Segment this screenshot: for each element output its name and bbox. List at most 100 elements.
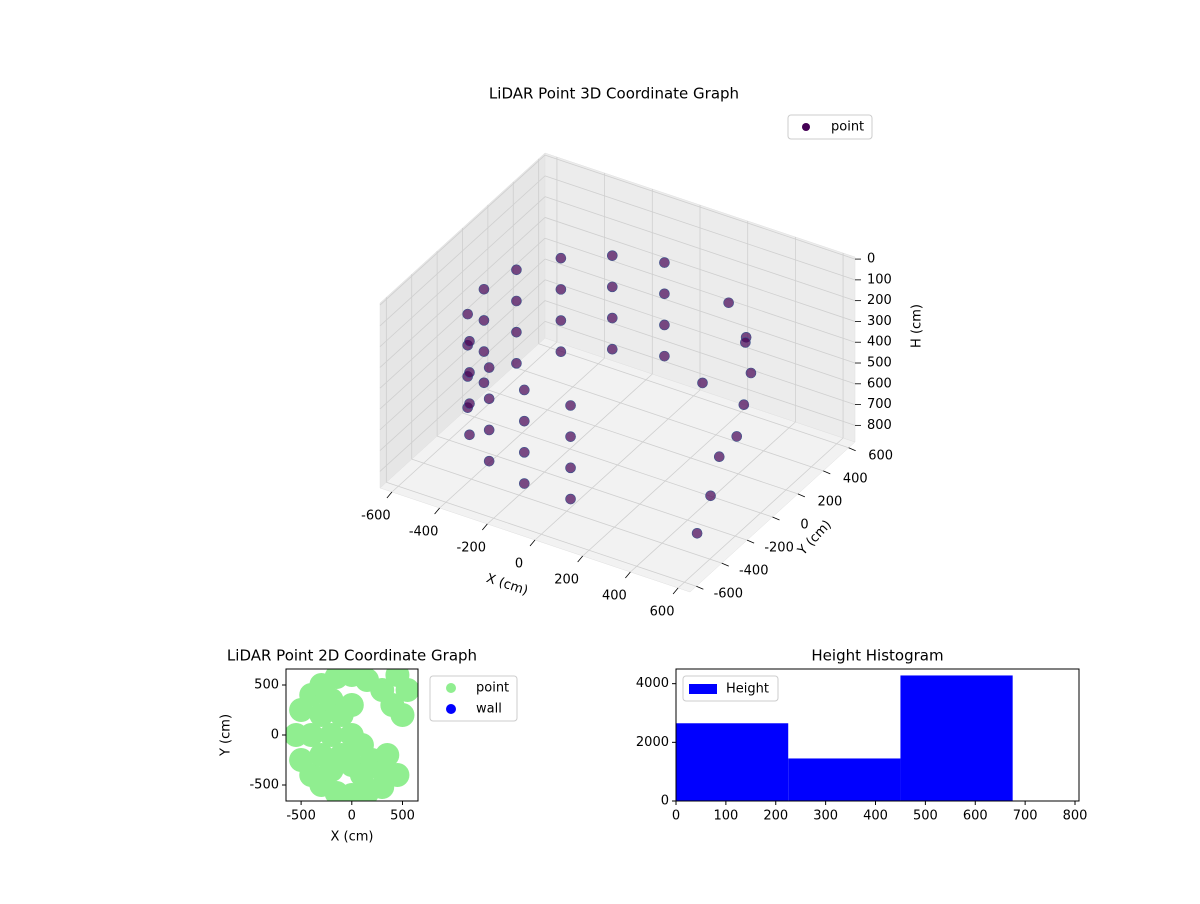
grid-line: [386, 481, 697, 587]
point: [478, 377, 490, 389]
y-axis-label: Y (cm): [219, 714, 234, 757]
point: [659, 350, 670, 362]
point: [565, 493, 576, 505]
grid-line: [544, 320, 856, 426]
y-tick: [823, 470, 831, 475]
y-tick-label: 500: [254, 678, 279, 693]
point: [464, 398, 475, 409]
x-tick-label: 0: [348, 809, 356, 824]
point: [462, 308, 474, 320]
y-tick: [848, 447, 856, 452]
point: [697, 377, 708, 389]
y-tick-label: -500: [249, 778, 279, 793]
plot-histogram: Height 0 100 200 300 400 500 600 700 800 0 2000 4000…: [636, 647, 1088, 824]
grid-line: [544, 217, 856, 322]
legend-patch: [689, 684, 717, 694]
grid-line: [379, 258, 546, 410]
point: [464, 367, 475, 378]
legend-label: point: [831, 120, 864, 135]
x-tick-label: 0: [672, 809, 680, 824]
grid-line: [544, 300, 856, 405]
grid-line: [544, 196, 856, 302]
legend-label: point: [476, 681, 509, 696]
point: [606, 281, 618, 293]
y-tick: [772, 516, 780, 521]
grid-line: [379, 175, 546, 327]
y-tick-label: 2000: [636, 735, 669, 750]
point: [565, 431, 576, 442]
point: [713, 451, 725, 463]
grid-line: [544, 175, 856, 281]
x-tick-label: 500: [913, 809, 938, 824]
point: [299, 723, 324, 747]
point: [464, 429, 475, 441]
z-tick-label: 100: [867, 272, 892, 287]
z-axis-label: H (cm): [910, 304, 925, 348]
legend-marker: [446, 683, 456, 693]
y-tick-label: 0: [271, 728, 279, 743]
grid-line: [379, 154, 546, 306]
point: [659, 257, 670, 268]
y-tick-label: 400: [843, 471, 868, 486]
chart-title: LiDAR Point 2D Coordinate Graph: [227, 647, 477, 665]
y-tick-label: -200: [764, 541, 794, 556]
point: [555, 315, 567, 326]
x-tick: [386, 491, 393, 499]
point: [555, 284, 567, 295]
grid-line: [538, 343, 849, 449]
point: [483, 424, 495, 436]
legend-box: [787, 114, 873, 140]
point: [478, 346, 490, 357]
grid-line: [436, 435, 748, 541]
x-tick-label: 600: [963, 809, 988, 824]
point: [483, 455, 495, 467]
y-tick: [721, 562, 729, 567]
z-tick-label: 200: [867, 293, 892, 308]
x-tick-label: -400: [409, 525, 439, 540]
chart-title: Height Histogram: [811, 647, 943, 665]
x-tick-label: 200: [554, 573, 579, 588]
plot-3d: -600-400-2000200400600-600-400-200020040…: [361, 85, 924, 620]
point: [390, 703, 415, 727]
point: [565, 400, 576, 411]
z-tick-label: 500: [867, 356, 892, 371]
x-tick-label: -600: [361, 509, 391, 524]
point: [519, 384, 530, 396]
plot-2d: -500 0 500 -500 0 500 LiDAR Point 2D Coordinat…: [219, 647, 518, 845]
grid-line: [379, 196, 546, 347]
point: [740, 337, 751, 348]
x-tick-label: 800: [1063, 809, 1088, 824]
x-tick-label: 500: [390, 809, 415, 824]
grid-line: [544, 237, 856, 343]
y-tick: [797, 493, 806, 498]
point: [519, 415, 530, 427]
x-tick-label: 0: [515, 557, 523, 572]
grid-line: [544, 279, 856, 385]
x-tick-label: 600: [650, 605, 675, 620]
z-tick-label: 400: [867, 335, 892, 350]
points: [286, 669, 418, 801]
point: [705, 490, 716, 502]
z-tick-label: 800: [867, 418, 892, 433]
point: [606, 343, 618, 355]
point: [319, 723, 344, 747]
x-tick-label: 700: [1013, 809, 1038, 824]
point: [511, 295, 522, 307]
x-tick: [482, 523, 488, 531]
point: [738, 399, 750, 411]
z-tick-label: 0: [867, 252, 875, 267]
x-tick-label: 100: [713, 809, 738, 824]
grid-line: [544, 154, 856, 260]
point: [519, 447, 530, 458]
y-tick-label: 0: [661, 794, 669, 809]
point: [745, 367, 757, 379]
x-tick: [577, 555, 583, 563]
point: [723, 297, 734, 309]
y-tick-label: 600: [868, 448, 893, 463]
x-tick: [529, 539, 536, 547]
y-tick-label: 0: [800, 518, 808, 533]
point: [555, 346, 567, 358]
y-tick-label: 200: [817, 494, 842, 509]
grid-line: [379, 217, 546, 368]
bar: [676, 723, 789, 801]
